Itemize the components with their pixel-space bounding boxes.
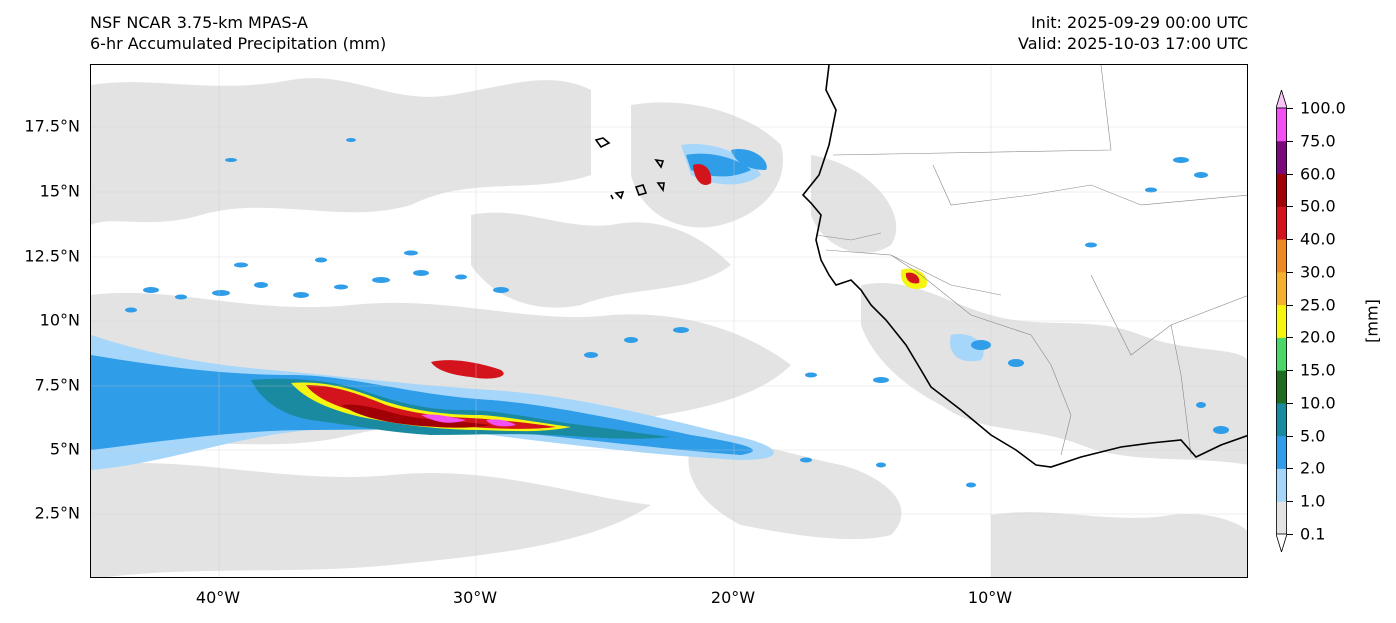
model-name: NSF NCAR 3.75-km MPAS-A xyxy=(90,13,308,32)
colorbar-frame xyxy=(1276,107,1287,535)
lat-tick-label: 10°N xyxy=(39,310,80,330)
colorbar-tick xyxy=(1287,402,1293,404)
light-precip-areas xyxy=(91,78,1247,577)
precip-colorbar xyxy=(1276,90,1287,552)
valid-time: Valid: 2025-10-03 17:00 UTC xyxy=(1017,34,1248,53)
colorbar-tick xyxy=(1287,140,1293,142)
colorbar-level-label: 0.1 xyxy=(1300,524,1326,544)
lat-tick-label: 2.5°N xyxy=(34,503,80,523)
colorbar-segment xyxy=(1276,435,1287,469)
colorbar-level-label: 10.0 xyxy=(1300,393,1336,413)
colorbar-segment xyxy=(1276,304,1287,338)
colorbar-segment xyxy=(1276,140,1287,175)
colorbar-tick xyxy=(1287,304,1293,306)
map-canvas xyxy=(91,65,1247,577)
colorbar-tick xyxy=(1287,468,1293,470)
scattered-showers xyxy=(125,138,1229,488)
colorbar-segment xyxy=(1276,271,1287,306)
lat-tick-label: 17.5°N xyxy=(24,116,80,136)
colorbar-units: [mm] xyxy=(1362,299,1382,343)
init-time: Init: 2025-09-29 00:00 UTC xyxy=(1030,13,1248,32)
colorbar-tick xyxy=(1287,108,1293,109)
colorbar-segment xyxy=(1276,468,1287,502)
colorbar-level-label: 60.0 xyxy=(1300,164,1336,184)
colorbar-segment xyxy=(1276,173,1287,207)
colorbar-segment xyxy=(1276,370,1287,404)
intense-precip-core xyxy=(251,163,927,439)
colorbar-level-label: 50.0 xyxy=(1300,196,1336,216)
colorbar-level-label: 75.0 xyxy=(1300,131,1336,151)
colorbar-tick xyxy=(1287,239,1293,241)
model-title: NSF NCAR 3.75-km MPAS-A 6-hr Accumulated… xyxy=(90,12,386,54)
lat-tick-label: 5°N xyxy=(49,439,80,459)
lat-tick-label: 7.5°N xyxy=(34,375,80,395)
colorbar-level-label: 20.0 xyxy=(1300,327,1336,347)
lon-tick-label: 30°W xyxy=(452,588,498,607)
lon-tick-label: 10°W xyxy=(967,588,1013,607)
time-info: Init: 2025-09-29 00:00 UTC Valid: 2025-1… xyxy=(1018,12,1248,54)
colorbar-tick xyxy=(1287,435,1293,437)
lon-tick-label: 40°W xyxy=(195,588,241,607)
colorbar-segment xyxy=(1276,337,1287,371)
colorbar-tick xyxy=(1287,370,1293,372)
colorbar-tick xyxy=(1287,206,1293,208)
colorbar-level-label: 100.0 xyxy=(1300,98,1346,118)
colorbar-extend-max xyxy=(1276,90,1287,109)
colorbar-level-label: 5.0 xyxy=(1300,426,1326,446)
colorbar-tick xyxy=(1287,534,1293,535)
precipitation-map[interactable] xyxy=(90,64,1248,578)
lon-tick-label: 20°W xyxy=(710,588,756,607)
field-name: 6-hr Accumulated Precipitation (mm) xyxy=(90,34,387,53)
colorbar-level-label: 1.0 xyxy=(1300,491,1326,511)
colorbar-level-label: 15.0 xyxy=(1300,360,1336,380)
colorbar-level-label: 40.0 xyxy=(1300,229,1336,249)
colorbar-extend-min xyxy=(1276,533,1287,552)
colorbar-level-label: 2.0 xyxy=(1300,458,1326,478)
colorbar-segment xyxy=(1276,239,1287,273)
colorbar-segment xyxy=(1276,206,1287,240)
lat-tick-label: 12.5°N xyxy=(24,246,80,266)
colorbar-tick xyxy=(1287,337,1293,339)
colorbar-segment xyxy=(1276,108,1287,142)
country-borders xyxy=(815,65,1247,456)
colorbar-tick xyxy=(1287,173,1293,175)
coastlines xyxy=(594,65,1247,468)
colorbar-segment xyxy=(1276,501,1287,535)
colorbar-level-label: 30.0 xyxy=(1300,262,1336,282)
grid-lines xyxy=(91,65,1247,577)
colorbar-segment xyxy=(1276,402,1287,437)
lat-tick-label: 15°N xyxy=(39,181,80,201)
colorbar-level-label: 25.0 xyxy=(1300,295,1336,315)
colorbar-tick xyxy=(1287,501,1293,503)
colorbar-tick xyxy=(1287,271,1293,273)
